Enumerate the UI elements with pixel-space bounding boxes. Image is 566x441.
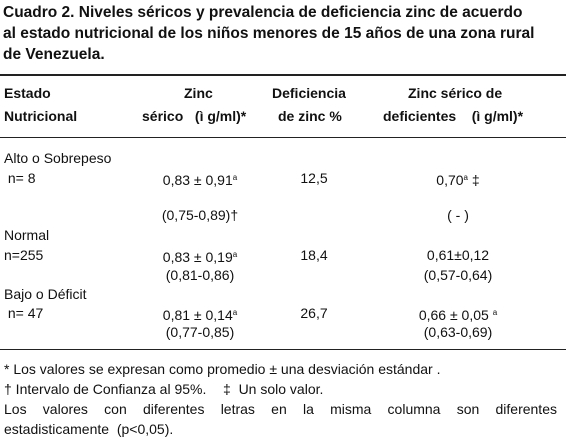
row-label: Normal [4, 227, 50, 243]
footnote: † Intervalo de Confianza al 95%. [4, 381, 207, 397]
deficiency-cell: 12,5 [214, 169, 414, 187]
header-cell: de zinc % [278, 108, 342, 124]
cell-text: (0,57-0,64) [423, 267, 493, 283]
header-cell: Nutricional [4, 108, 78, 124]
header-cell: sérico (ì g/ml)* [142, 108, 247, 124]
header-rule [0, 137, 566, 138]
zinc-cell: (0,75-0,89)† [100, 206, 300, 224]
zinc-cell: 0,83 ± 0,91a [100, 169, 300, 189]
zinc-deficient-cell: (0,57-0,64) [358, 266, 558, 284]
deficiency-cell: 18,4 [214, 246, 414, 264]
header-cell: Zinc [184, 85, 213, 101]
bottom-rule [0, 349, 566, 350]
zinc-cell: (0,81-0,86) [100, 266, 300, 284]
zinc-deficient-cell: 0,70a ‡ [358, 169, 558, 189]
zinc-deficient-cell: 0,61±0,12 [358, 246, 558, 264]
superscript: a [232, 250, 238, 259]
cell-text: 0,81 ± 0,14 [162, 307, 233, 323]
zinc-deficient-cell: ( - ) [358, 206, 558, 224]
row-label: Alto o Sobrepeso [4, 150, 112, 166]
header-cell: Zinc sérico de [408, 85, 503, 101]
deficiency-cell: 26,7 [214, 304, 414, 322]
cell-text: 0,83 ± 0,19 [162, 249, 233, 265]
cell-text: ‡ [468, 172, 480, 188]
footnote: Los valores con diferentes letras en la … [4, 401, 557, 417]
cell-text: (0,63-0,69) [423, 324, 493, 340]
cell-text: 26,7 [300, 305, 328, 321]
superscript: a [232, 173, 238, 182]
cell-text: 0,61±0,12 [426, 247, 490, 263]
header-cell: deficientes (ì g/ml)* [383, 108, 524, 124]
zinc-cell: 0,81 ± 0,14a [100, 304, 300, 324]
top-rule [0, 74, 566, 76]
footnote: estadisticamente (p<0,05). [4, 421, 174, 437]
superscript: a [232, 308, 238, 317]
footnote: ‡ Un solo valor. [223, 381, 324, 397]
header-cell: Deficiencia [272, 85, 346, 101]
row-label: n= 47 [4, 305, 44, 321]
cell-text: 0,66 ± 0,05 [418, 307, 493, 323]
zinc-deficient-cell: (0,63-0,69) [358, 323, 558, 341]
footnote: * Los valores se expresan como promedio … [4, 361, 441, 377]
cell-text: 18,4 [300, 247, 328, 263]
zinc-cell: (0,77-0,85) [100, 323, 300, 341]
superscript: a [463, 173, 468, 182]
row-label: n=255 [4, 247, 44, 263]
cell-text: ( - ) [447, 207, 469, 223]
title-line: al estado nutricional de los niños menor… [3, 25, 535, 42]
superscript: a [492, 308, 498, 317]
cell-text: (0,75-0,89)† [161, 207, 239, 223]
title-line: de Venezuela. [3, 46, 105, 63]
zinc-deficient-cell: 0,66 ± 0,05 a [358, 304, 558, 324]
zinc-cell: 0,83 ± 0,19a [100, 246, 300, 266]
cell-text: (0,77-0,85) [165, 324, 235, 340]
row-label: Bajo o Déficit [4, 286, 87, 302]
cell-text: 0,83 ± 0,91 [162, 172, 233, 188]
cell-text: 12,5 [300, 170, 328, 186]
title-line: Cuadro 2. Niveles séricos y prevalencia … [3, 4, 523, 21]
header-cell: Estado [4, 85, 51, 101]
row-label: n= 8 [4, 170, 36, 186]
cell-text: (0,81-0,86) [165, 267, 235, 283]
cell-text: 0,70 [436, 172, 464, 188]
